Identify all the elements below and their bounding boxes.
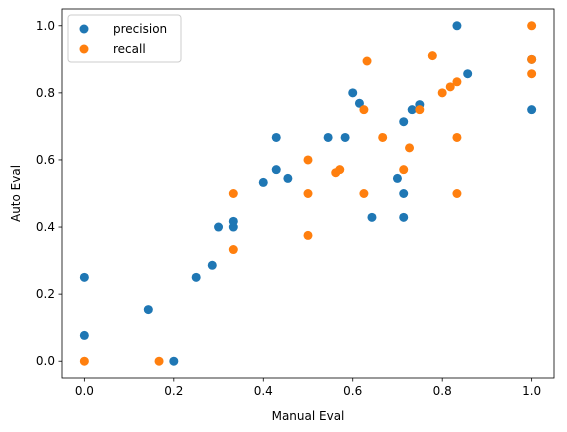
recall-point: [228, 245, 238, 255]
recall-point: [154, 356, 164, 366]
recall-point: [437, 88, 447, 98]
precision-point: [214, 222, 224, 232]
precision-point: [399, 189, 409, 198]
precision-point: [258, 177, 268, 187]
recall-point: [452, 77, 462, 87]
recall-point: [445, 82, 455, 92]
recall-point: [405, 143, 415, 153]
legend-marker-recall: [79, 44, 89, 54]
legend-label-precision: precision: [113, 22, 167, 36]
precision-point: [191, 272, 201, 282]
recall-point: [415, 105, 425, 115]
precision-point: [527, 105, 537, 115]
legend-marker-precision: [79, 24, 89, 34]
recall-point: [359, 105, 369, 115]
precision-point: [207, 260, 217, 270]
x-tick-label: 0.6: [343, 384, 362, 398]
y-tick-label: 0.0: [36, 354, 55, 368]
recall-point: [228, 189, 238, 198]
recall-point: [399, 165, 409, 175]
precision-point: [392, 173, 402, 183]
precision-point: [407, 105, 417, 115]
y-tick-label: 1.0: [36, 19, 55, 33]
y-axis-ticks: 0.0 0.2 0.4 0.6 0.8 1.0: [36, 19, 62, 368]
recall-point: [303, 230, 313, 240]
recall-point: [427, 51, 437, 61]
y-axis-label: Auto Eval: [9, 165, 23, 222]
recall-point: [359, 189, 369, 198]
x-tick-label: 0.0: [75, 384, 94, 398]
precision-point: [79, 330, 89, 340]
recall-point: [527, 69, 537, 79]
precision-point: [452, 21, 462, 31]
recall-point: [335, 165, 345, 175]
recall-point: [452, 189, 462, 198]
y-tick-label: 0.4: [36, 220, 55, 234]
recall-point: [303, 155, 313, 165]
precision-point: [348, 88, 358, 98]
legend-box: [67, 14, 182, 63]
points-layer: [79, 21, 537, 366]
recall-point: [378, 132, 388, 142]
x-axis-ticks: 0.0 0.2 0.4 0.6 0.8 1.0: [75, 378, 541, 398]
recall-point: [362, 56, 372, 66]
precision-point: [340, 132, 350, 142]
plot-frame: [61, 8, 555, 379]
recall-point: [527, 54, 537, 64]
y-tick-label: 0.8: [36, 86, 55, 100]
legend-label-recall: recall: [113, 42, 146, 56]
precision-point: [271, 165, 281, 175]
recall-point: [303, 189, 313, 198]
x-tick-label: 0.2: [164, 384, 183, 398]
x-tick-label: 0.4: [254, 384, 273, 398]
y-tick-label: 0.2: [36, 287, 55, 301]
legend: precision recall: [67, 14, 182, 63]
precision-point: [399, 117, 409, 127]
x-tick-label: 1.0: [522, 384, 541, 398]
recall-point: [527, 21, 537, 31]
precision-point: [79, 272, 89, 282]
precision-point: [399, 212, 409, 222]
precision-point: [169, 356, 179, 366]
precision-point: [323, 132, 333, 142]
y-tick-label: 0.6: [36, 153, 55, 167]
x-axis-label: Manual Eval: [272, 409, 345, 423]
precision-point: [271, 132, 281, 142]
precision-point: [367, 212, 377, 222]
precision-point: [354, 98, 364, 108]
x-tick-label: 0.8: [433, 384, 452, 398]
precision-point: [463, 69, 473, 79]
precision-point: [143, 305, 153, 315]
recall-point: [79, 356, 89, 366]
precision-point: [283, 173, 293, 183]
precision-point: [228, 216, 238, 226]
recall-point: [452, 132, 462, 142]
